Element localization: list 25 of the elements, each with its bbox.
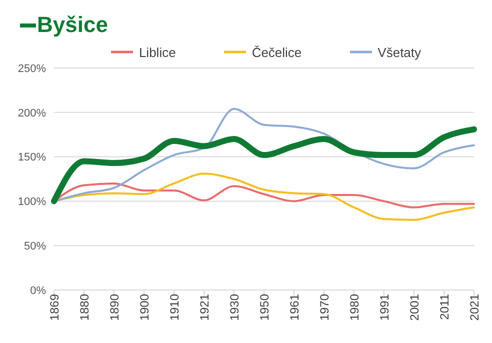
x-tick-label: 1970 — [318, 294, 332, 321]
x-tick-label: 2011 — [438, 294, 452, 320]
chart-title: Byšice — [37, 12, 108, 38]
legend-label: Všetaty — [378, 44, 422, 60]
legend-label: Liblice — [138, 44, 176, 60]
x-tick-label: 1961 — [288, 294, 302, 321]
x-tick-label: 2021 — [468, 294, 482, 321]
x-tick-label: 1930 — [228, 294, 242, 321]
x-tick-label: 1991 — [378, 294, 392, 321]
x-tick-label: 1950 — [258, 294, 272, 321]
x-tick-label: 1880 — [78, 294, 92, 321]
x-tick-label: 1921 — [198, 294, 212, 321]
x-tick-label: 1980 — [348, 294, 362, 321]
x-tick-label: 1890 — [108, 294, 122, 321]
legend-label: Čečelice — [252, 44, 302, 60]
y-tick-label: 50% — [24, 240, 46, 253]
y-tick-label: 200% — [18, 107, 46, 120]
x-tick-label: 1900 — [138, 294, 152, 321]
x-tick-label: 1869 — [48, 294, 62, 321]
y-tick-label: 150% — [18, 152, 46, 164]
y-tick-label: 100% — [18, 196, 46, 208]
y-tick-label: 250% — [18, 62, 46, 75]
y-tick-label: 0% — [30, 284, 46, 297]
x-tick-label: 1910 — [168, 294, 182, 321]
x-tick-label: 2001 — [408, 294, 422, 321]
